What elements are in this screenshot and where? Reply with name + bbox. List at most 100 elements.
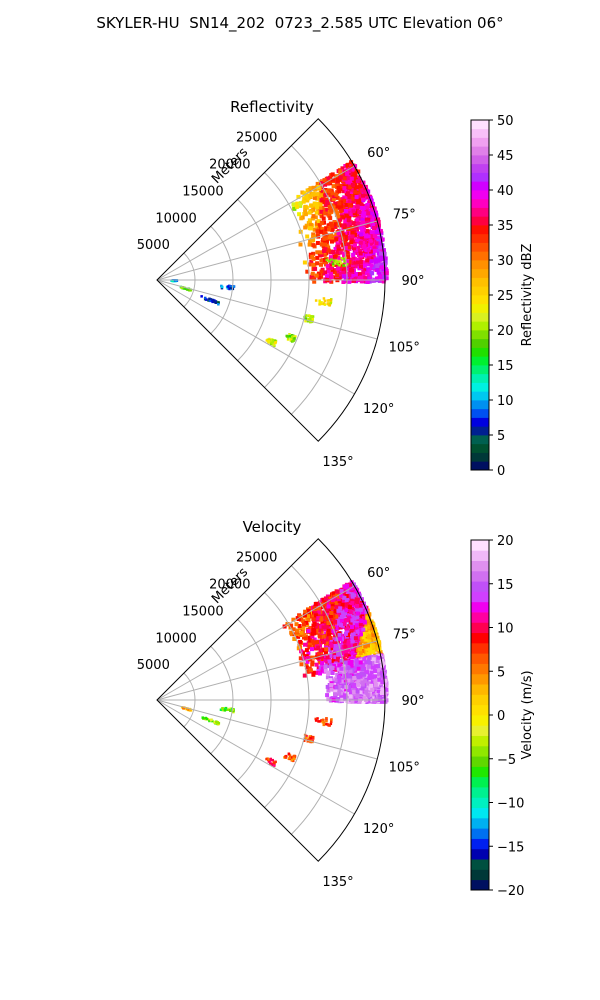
data-cell-0	[328, 216, 333, 221]
data-cell-0	[323, 596, 328, 601]
data-cell-2	[314, 717, 317, 721]
data-cell-1	[334, 678, 339, 683]
data-cell-0	[338, 175, 343, 180]
data-cell-1	[336, 262, 339, 265]
data-cell-0	[319, 654, 324, 659]
data-cell-0	[371, 222, 376, 227]
data-cell-0	[365, 615, 370, 620]
colorbar-swatch	[471, 828, 489, 839]
data-cell-0	[365, 203, 370, 207]
colorbar-tick-label: 40	[497, 184, 514, 199]
data-cell-1	[339, 666, 344, 671]
data-cell-0	[338, 223, 343, 228]
data-cell-4	[293, 337, 296, 340]
data-cell-1	[356, 671, 361, 676]
data-cell-2	[316, 717, 319, 720]
data-cell-0	[322, 252, 327, 257]
colorbar-tick-label: 25	[497, 289, 514, 304]
data-cell-0	[381, 271, 385, 276]
data-cell-0	[353, 636, 358, 641]
data-cell-0	[311, 627, 316, 632]
data-cell-0	[323, 257, 327, 262]
data-cell-1	[360, 682, 365, 687]
data-cell-7	[204, 716, 207, 720]
data-cell-0	[334, 614, 339, 619]
data-cell-2	[318, 720, 321, 723]
data-cell-5	[273, 762, 276, 765]
colorbar-swatch	[471, 356, 489, 366]
data-cell-1	[333, 689, 338, 694]
data-cell-0	[321, 625, 326, 630]
colorbar-tick-label: −20	[497, 884, 524, 899]
data-cell-0	[330, 177, 335, 182]
data-cell-0	[366, 276, 371, 281]
data-cell-0	[343, 631, 348, 636]
data-cell-0	[349, 193, 354, 198]
data-cell-0	[312, 670, 316, 675]
data-cell-1	[347, 678, 352, 683]
data-cell-0	[346, 255, 351, 260]
data-cell-1	[348, 674, 353, 679]
data-cell-0	[362, 206, 366, 211]
data-cell-0	[348, 583, 353, 588]
data-cell-0	[347, 195, 352, 199]
data-cell-0	[328, 221, 333, 226]
data-cell-4	[292, 754, 295, 758]
data-cell-0	[378, 257, 383, 262]
data-cell-0	[345, 191, 350, 196]
range-tick-label: 10000	[155, 631, 196, 646]
colorbar-swatch	[471, 550, 489, 561]
data-cell-0	[306, 656, 311, 660]
colorbar-tick-label: 5	[497, 429, 505, 444]
colorbar-swatch	[471, 848, 489, 860]
data-cell-5	[267, 339, 271, 343]
reflectivity-chart: Reflectivity50001000015000200002500060°7…	[137, 98, 535, 479]
data-cell-0	[380, 237, 385, 242]
data-cell-0	[332, 640, 337, 644]
data-cell-0	[350, 639, 355, 644]
data-cell-1	[352, 686, 357, 691]
colorbar-swatch	[471, 128, 489, 138]
data-cell-0	[310, 647, 314, 652]
colorbar-tick-label: 5	[497, 665, 505, 680]
colorbar-swatch	[471, 735, 489, 747]
data-cell-0	[298, 614, 303, 619]
data-cell-0	[348, 205, 353, 210]
data-cell-4	[294, 335, 297, 338]
data-cell-0	[363, 187, 368, 192]
data-cell-0	[368, 215, 373, 219]
data-cell-0	[369, 234, 374, 239]
data-cell-1	[334, 663, 339, 668]
data-cell-0	[307, 635, 312, 640]
data-cell-0	[310, 660, 315, 665]
data-cell-1	[334, 260, 338, 263]
data-cell-1	[354, 699, 359, 704]
data-cell-0	[364, 609, 369, 614]
colorbar-swatch	[471, 653, 489, 664]
data-cell-0	[351, 209, 356, 214]
data-cell-0	[335, 214, 340, 219]
data-cell-0	[347, 616, 351, 621]
data-cell-1	[375, 659, 380, 663]
data-cell-0	[322, 249, 326, 253]
data-cell-0	[326, 188, 331, 193]
data-cell-0	[303, 209, 308, 214]
data-cell-1	[377, 677, 382, 682]
data-cell-0	[336, 244, 341, 249]
data-cell-0	[329, 265, 334, 270]
data-cell-0	[349, 598, 354, 603]
data-cell-0	[351, 199, 356, 203]
data-cell-0	[301, 626, 306, 631]
data-cell-2	[314, 719, 318, 722]
data-cell-1	[339, 695, 344, 700]
data-cell-0	[334, 237, 339, 242]
data-cell-0	[315, 181, 320, 186]
range-tick-label: 10000	[155, 211, 196, 226]
data-cell-3	[305, 736, 308, 740]
data-cell-1	[370, 679, 375, 684]
data-cell-0	[353, 232, 358, 237]
data-cell-0	[366, 234, 371, 239]
data-cell-0	[360, 220, 365, 225]
data-cell-0	[318, 671, 322, 676]
data-cell-0	[305, 623, 310, 628]
